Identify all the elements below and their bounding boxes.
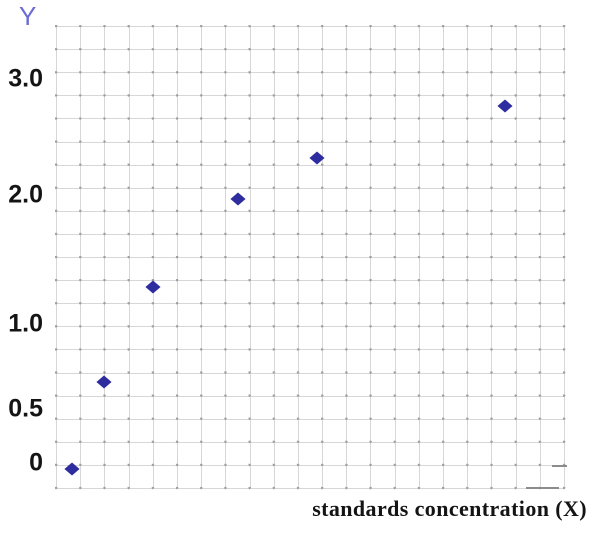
scatter-point	[96, 375, 112, 389]
grid-line-vertical	[322, 26, 323, 488]
grid-line-horizontal	[56, 280, 564, 281]
grid-line-vertical	[491, 26, 492, 488]
corner-tick-mark	[551, 464, 568, 467]
grid-line-vertical	[153, 26, 154, 488]
grid-line-horizontal	[56, 303, 564, 304]
grid-line-vertical	[177, 26, 178, 488]
grid-line-horizontal	[56, 72, 564, 73]
x-axis-title: standards concentration (X)	[312, 496, 587, 521]
y-tick-label: 2.0	[8, 180, 43, 209]
grid-line-vertical	[467, 26, 468, 488]
grid-line-vertical	[564, 26, 565, 488]
y-tick-label: 1.0	[8, 309, 43, 338]
plot-area	[55, 25, 568, 490]
grid-line-horizontal	[56, 326, 564, 327]
grid-line-horizontal	[56, 465, 564, 466]
grid-line-horizontal	[56, 26, 564, 27]
grid-line-horizontal	[56, 118, 564, 119]
y-tick-label: 3.0	[8, 64, 43, 93]
grid-line-horizontal	[56, 142, 564, 143]
grid-line-horizontal	[56, 349, 564, 350]
grid-line-horizontal	[56, 95, 564, 96]
grid-line-horizontal	[56, 49, 564, 50]
grid-line-vertical	[201, 26, 202, 488]
grid-line-horizontal	[56, 257, 564, 258]
grid-line-horizontal	[56, 234, 564, 235]
scatter-point	[230, 192, 246, 206]
grid-line-vertical	[370, 26, 371, 488]
grid-line-horizontal	[56, 488, 564, 489]
grid-line-vertical	[56, 26, 57, 488]
grid-line-horizontal	[56, 211, 564, 212]
grid-line-vertical	[443, 26, 444, 488]
grid-line-vertical	[104, 26, 105, 488]
corner-tick-mark	[525, 487, 560, 490]
grid-line-horizontal	[56, 373, 564, 374]
y-axis-tick-labels: 3.0 2.0 1.0 0.5 0	[0, 26, 46, 488]
grid-line-vertical	[395, 26, 396, 488]
grid-line-vertical	[419, 26, 420, 488]
grid-line-vertical	[80, 26, 81, 488]
y-tick-label: 0	[29, 448, 43, 477]
grid-line-vertical	[540, 26, 541, 488]
grid-line-horizontal	[56, 165, 564, 166]
grid-line-vertical	[225, 26, 226, 488]
scatter-point	[145, 280, 161, 294]
grid-line-horizontal	[56, 442, 564, 443]
grid-line-horizontal	[56, 396, 564, 397]
grid-line-vertical	[250, 26, 251, 488]
grid-line-vertical	[346, 26, 347, 488]
y-tick-label: 0.5	[8, 394, 43, 423]
grid-line-horizontal	[56, 419, 564, 420]
grid-line-vertical	[298, 26, 299, 488]
scatter-point	[497, 99, 513, 113]
grid-line-horizontal	[56, 188, 564, 189]
grid-line-vertical	[129, 26, 130, 488]
grid-line-vertical	[274, 26, 275, 488]
y-axis-title: Y	[19, 1, 37, 31]
grid-line-vertical	[516, 26, 517, 488]
